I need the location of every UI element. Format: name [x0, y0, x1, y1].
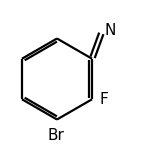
- Text: F: F: [100, 92, 108, 107]
- Text: Br: Br: [47, 128, 64, 143]
- Text: N: N: [104, 23, 116, 38]
